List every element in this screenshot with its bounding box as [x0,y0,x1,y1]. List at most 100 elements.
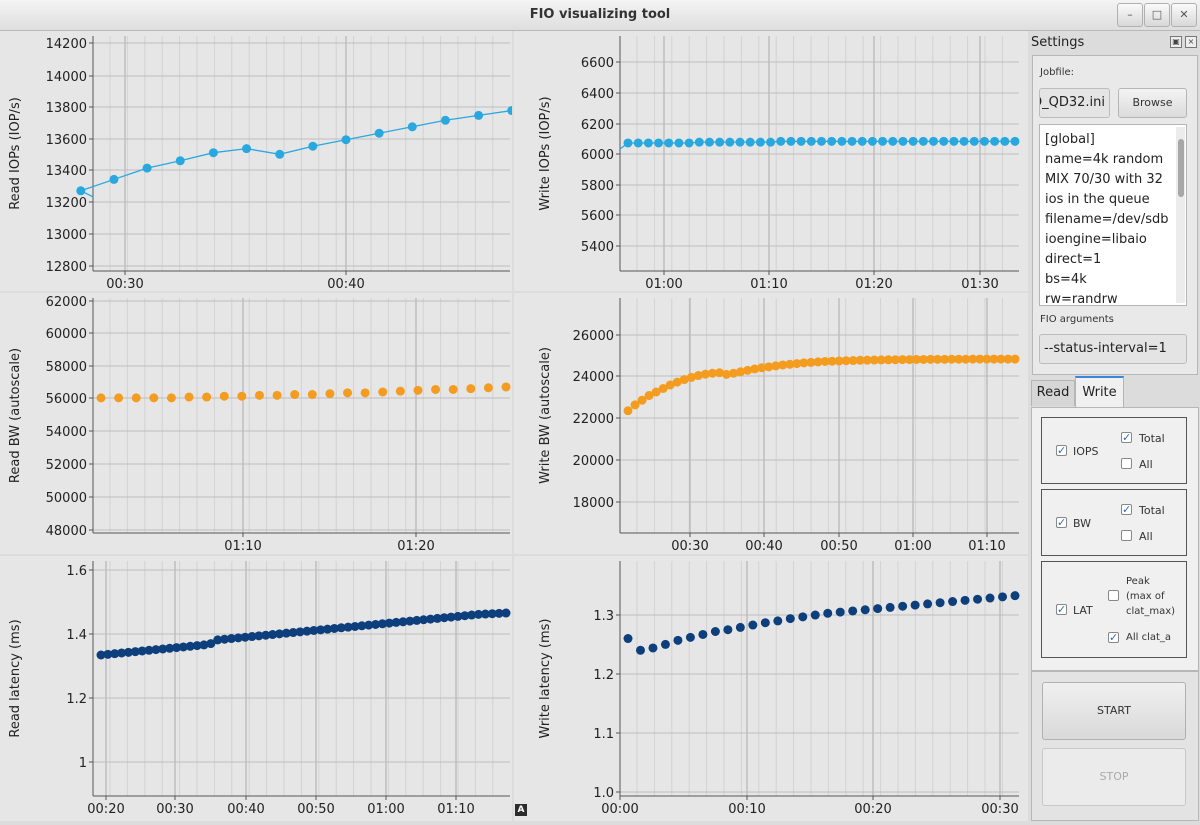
data-point [213,635,223,645]
data-point [837,136,847,146]
read-bw-plot[interactable]: 62000 60000 58000 56000 54000 52000 50000 48000… [0,293,512,554]
data-point [729,368,739,378]
y-tick-label: 1.2 [593,668,614,683]
start-button[interactable]: START [1042,682,1186,740]
data-point [949,136,959,146]
y-tick-label: 20000 [573,454,614,469]
data-point [637,395,647,405]
write-latency-plot[interactable]: 1.3 1.2 1.1 1.0 00:00 00:10 00:20 00:30 Write la… [514,556,1028,821]
x-tick-label: 00:30 [106,277,143,291]
jobfile-content: [global] name=4k random MIX 70/30 with 32 i… [1045,130,1169,305]
data-point [96,650,106,660]
data-point [395,386,405,396]
data-point [378,387,388,397]
scroll-thumb[interactable] [1178,139,1184,197]
data-point [785,614,795,624]
bw-all-checkbox[interactable] [1121,530,1132,541]
x-tick-label: 00:50 [297,802,334,817]
minimize-icon[interactable]: – [1117,3,1143,27]
bw-checkbox[interactable]: ✓ [1056,516,1067,529]
data-point [377,619,387,629]
jobfile-scrollbar[interactable] [1176,127,1185,303]
data-point [904,355,914,365]
lat-checkbox[interactable]: ✓ [1056,603,1067,616]
y-axis-label: Write IOPs (IOP/s) [538,96,553,210]
data-point [336,623,346,633]
data-point [766,137,776,147]
peak-checkbox[interactable] [1108,590,1119,601]
plot-frame [616,298,1019,537]
lat-label: LAT [1073,604,1093,617]
y-tick-label: 1.3 [593,609,614,624]
data-point [261,630,271,640]
data-point [750,364,760,374]
y-tick-label: 6400 [581,87,614,102]
data-point [288,628,298,638]
data-point [827,136,837,146]
tab-write[interactable]: Write [1075,376,1124,408]
read-latency-plot[interactable]: 1.6 1.4 1.2 1 00:20 00:30 00:40 00:50 01:00 01:10… [0,556,512,821]
iops-checkbox[interactable]: ✓ [1056,444,1067,457]
data-point [309,625,319,635]
data-point [1010,354,1020,364]
data-point [685,632,695,642]
data-point [679,375,689,385]
data-point [989,354,999,364]
write-bw-plot[interactable]: 26000 24000 22000 20000 18000 00:30 00:40 00:50… [514,293,1028,554]
autoscale-icon[interactable]: A [515,804,527,816]
y-tick-label: 22000 [573,412,614,427]
data-point [419,615,429,625]
data-point [384,618,394,628]
close-icon[interactable]: ✕ [1171,3,1197,27]
close-panel-icon[interactable]: × [1185,36,1197,48]
read-iops-plot[interactable]: 14200 14000 13800 13600 13400 13200 13000 12800… [0,31,583,292]
data-point [453,611,463,621]
data-point [175,156,185,166]
data-point [364,620,374,630]
plot-frame [89,298,510,537]
iops-all-checkbox[interactable] [1121,458,1132,469]
all-clat-checkbox[interactable]: ✓ [1108,631,1119,644]
y-tick-label: 24000 [573,370,614,385]
data-point [648,643,658,653]
data-point [707,368,717,378]
jobfile-input[interactable]: D_QD32.ini [1039,88,1110,118]
data-point [440,115,450,125]
data-point [998,592,1008,602]
data-point [480,609,490,619]
data-point [302,626,312,636]
data-point [725,137,735,147]
jobfile-line: filename=/dev/sdb [1045,212,1169,227]
data-point [247,632,257,642]
data-point [391,617,401,627]
jobfile-line: MIX 70/30 with 32 [1045,172,1163,187]
iops-total-checkbox[interactable]: ✓ [1121,431,1132,444]
fio-arguments-input[interactable]: --status-interval=1 [1039,334,1187,364]
data-point [644,391,654,401]
data-point [178,642,188,652]
y-tick-label: 1.2 [66,692,87,707]
data-point [898,136,908,146]
data-point [806,357,816,367]
browse-button[interactable]: Browse [1118,88,1187,118]
write-iops-plot[interactable]: 6600 6400 6200 6000 5800 5600 5400 01:00 01:10 01… [514,31,1028,292]
data-point [431,384,441,394]
data-point [947,354,957,364]
jobfile-text-area[interactable]: [global] name=4k random MIX 70/30 with 32 i… [1039,124,1187,306]
tab-read[interactable]: Read [1031,380,1075,406]
data-point [910,600,920,610]
bw-total-checkbox[interactable]: ✓ [1121,503,1132,516]
jobfile-label: Jobfile: [1040,67,1075,78]
data-point [233,633,243,643]
y-tick-label: 58000 [46,360,87,375]
data-point [242,144,252,154]
data-point [323,624,333,634]
maximize-icon[interactable]: □ [1144,3,1170,27]
data-point [715,137,725,147]
data-point [954,354,964,364]
data-point [467,610,477,620]
data-point [501,382,511,392]
stop-button[interactable]: STOP [1042,748,1186,806]
data-point [208,148,218,158]
float-panel-icon[interactable]: ▣ [1170,36,1182,48]
